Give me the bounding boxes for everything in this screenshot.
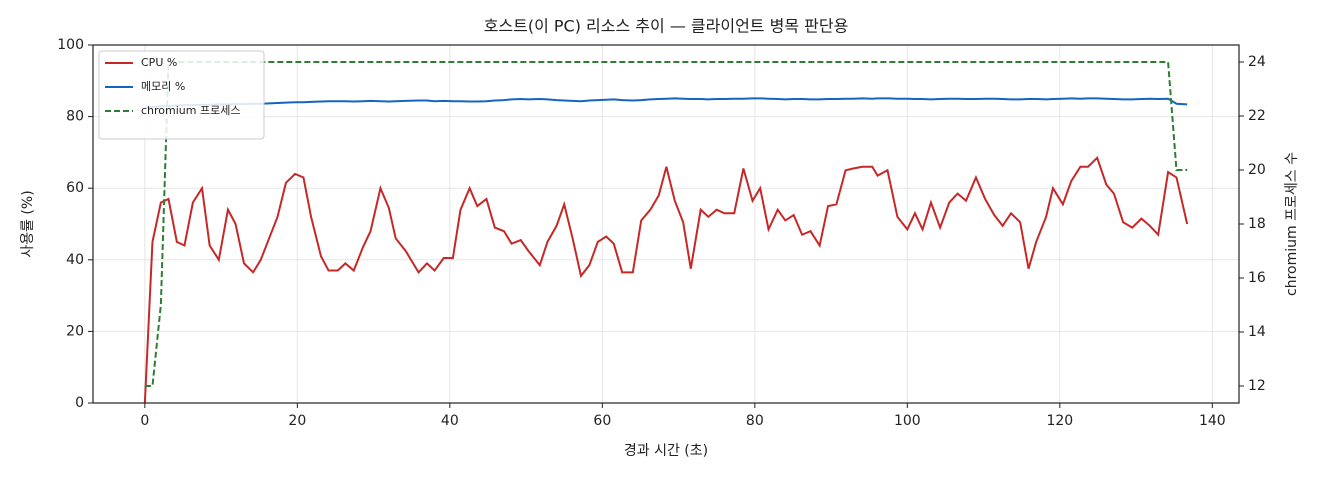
y-tick-label: 60: [66, 180, 84, 196]
x-axis-label: 경과 시간 (초): [624, 443, 708, 459]
series-line: [144, 61, 1188, 387]
y2-axis-label: chromium 프로세스 수: [1284, 152, 1300, 296]
legend: CPU % 메모리 % chromium 프로세스: [98, 50, 265, 140]
legend-label: CPU %: [141, 56, 177, 69]
x-tick-label: 40: [441, 413, 459, 429]
y-tick-label: 100: [57, 37, 84, 53]
x-tick-label: 0: [140, 413, 149, 429]
y2-tick-label: 24: [1248, 54, 1266, 70]
y-tick-label: 40: [66, 252, 84, 268]
x-tick-label: 60: [593, 413, 611, 429]
legend-box: [98, 50, 265, 140]
x-tick-label: 80: [746, 413, 764, 429]
series-line: [144, 97, 1188, 109]
plot-frame: [92, 44, 1240, 404]
legend-label: chromium 프로세스: [141, 104, 240, 117]
y2-tick-label: 20: [1248, 162, 1266, 178]
x-tick-label: 100: [894, 413, 921, 429]
y-tick-label: 0: [75, 395, 84, 411]
y2-tick-label: 22: [1248, 108, 1266, 124]
y-tick-label: 80: [66, 109, 84, 125]
y2-tick-label: 16: [1248, 270, 1266, 286]
x-tick-label: 120: [1046, 413, 1073, 429]
y2-tick-label: 14: [1248, 324, 1266, 340]
y2-tick-label: 12: [1248, 378, 1266, 394]
chart-title: 호스트(이 PC) 리소스 추이 — 클라이언트 병목 판단용: [484, 17, 849, 36]
y-axis-label: 사용률 (%): [20, 190, 36, 257]
legend-label: 메모리 %: [141, 80, 185, 93]
x-tick-label: 20: [288, 413, 306, 429]
series-line: [143, 155, 1189, 404]
y-tick-label: 20: [66, 323, 84, 339]
y2-tick-label: 18: [1248, 216, 1266, 232]
x-tick-label: 140: [1199, 413, 1226, 429]
